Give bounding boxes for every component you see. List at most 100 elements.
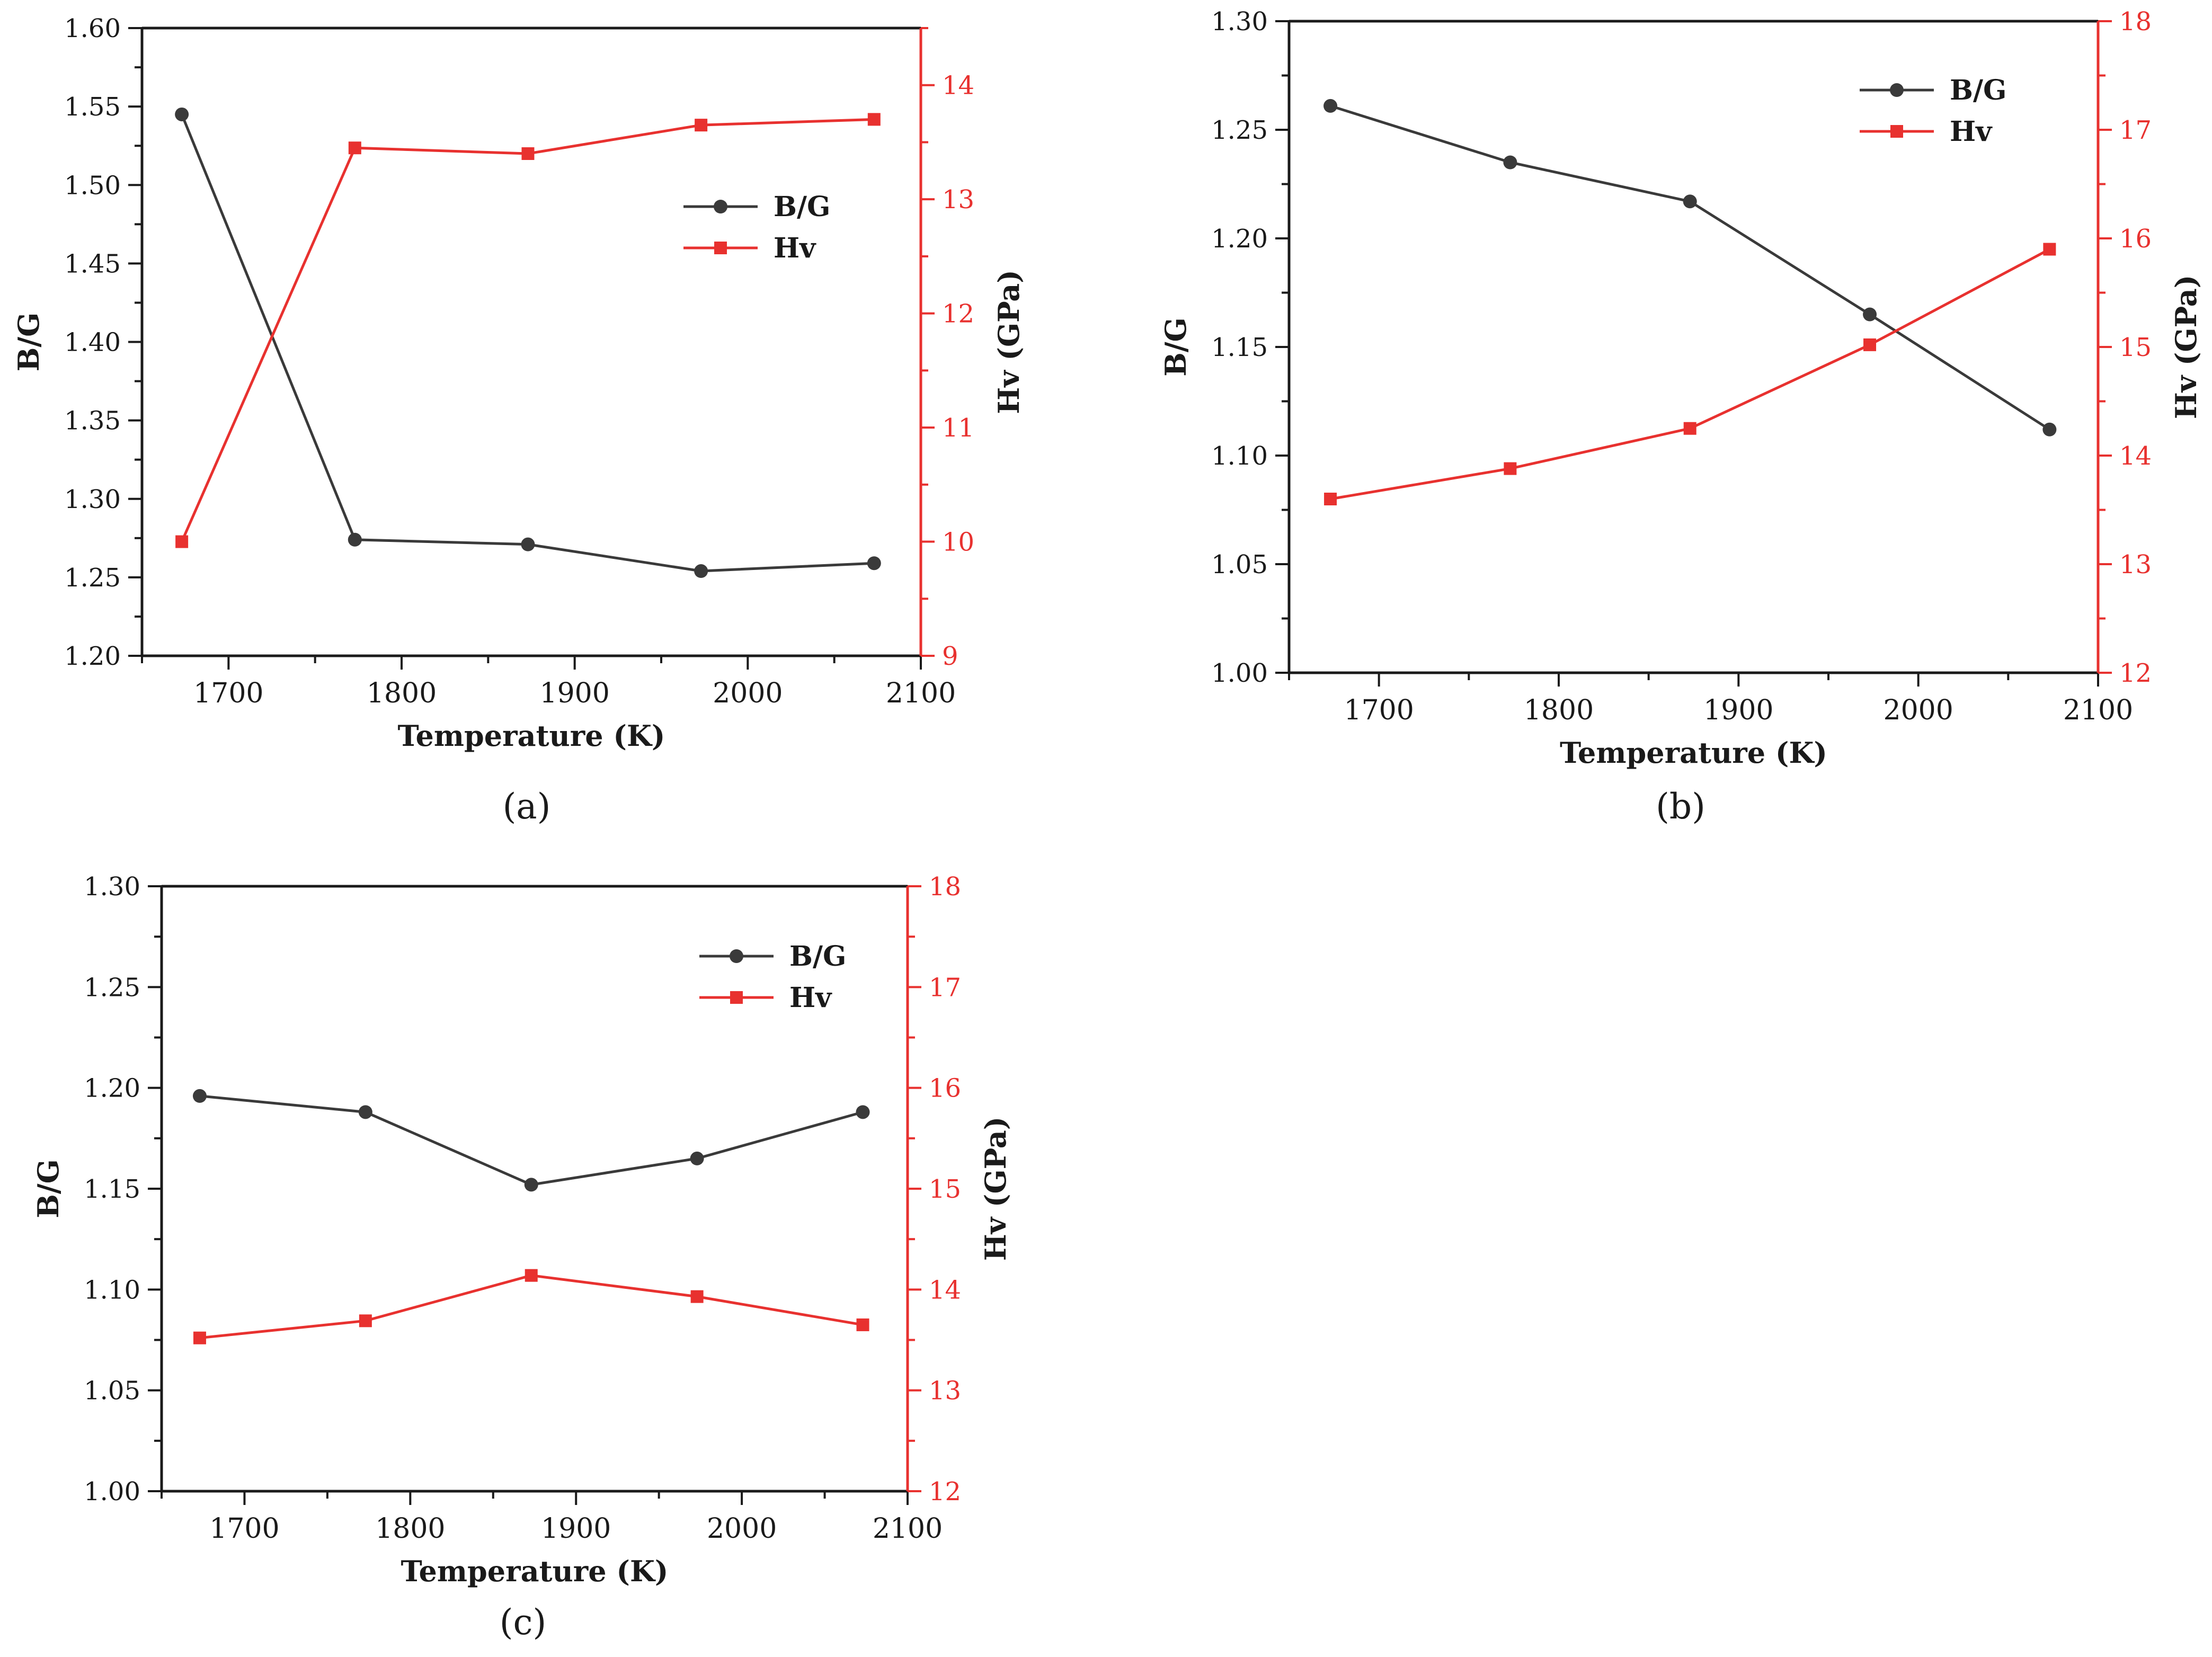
x-tick-label: 1800 (375, 1513, 445, 1545)
chart-panel-a: 1700 1800 1900 2000 2100 1.20 1.25 1.30 1.35 1.40… (12, 14, 1026, 827)
left-y-tick-label: 1.20 (84, 1074, 140, 1103)
left-y-tick-label: 1.25 (1211, 115, 1268, 145)
right-y-tick-label: 10 (942, 528, 974, 557)
left-y-tick-label: 1.00 (84, 1477, 140, 1507)
bg-data-point (521, 537, 535, 551)
hv-data-point (1324, 493, 1337, 505)
x-tick-label: 1800 (1524, 694, 1594, 726)
panel-caption: (b) (1656, 786, 1705, 827)
right-y-tick-label: 12 (942, 299, 974, 329)
left-y-tick-label: 1.30 (1211, 7, 1268, 37)
panel-caption: (a) (503, 786, 551, 827)
left-y-tick-label: 1.50 (64, 171, 121, 200)
bg-data-point (524, 1178, 538, 1192)
hv-data-point (348, 141, 361, 155)
right-y-tick-label: 13 (2119, 550, 2152, 580)
left-y-tick-label: 1.30 (64, 485, 121, 514)
x-axis-title: Temperature (K) (1560, 736, 1827, 770)
hv-data-point (867, 113, 881, 126)
bg-data-point (175, 107, 189, 121)
legend-marker-circle (714, 200, 727, 213)
bg-data-point (690, 1151, 704, 1165)
x-tick-label: 1900 (541, 1513, 611, 1545)
x-tick-label: 2100 (873, 1513, 943, 1545)
legend: B/G Hv (699, 940, 846, 1014)
left-y-tick-label: 1.35 (64, 406, 121, 436)
left-y-tick-label: 1.25 (84, 973, 140, 1002)
right-y-tick-label: 17 (929, 973, 961, 1002)
left-y-tick-label: 1.05 (84, 1376, 140, 1406)
right-y-tick-label: 14 (942, 71, 974, 101)
hv-data-point (856, 1318, 869, 1331)
bg-data-point (1323, 99, 1338, 113)
legend-marker-square (730, 991, 743, 1004)
hv-data-point (690, 1290, 704, 1303)
right-y-tick-label: 13 (942, 185, 974, 215)
hv-data-point (525, 1269, 538, 1282)
right-y-tick-label: 9 (942, 642, 958, 671)
right-y-tick-label: 11 (942, 413, 974, 443)
left-y-tick-label: 1.05 (1211, 550, 1268, 580)
left-y-axis-title: B/G (1159, 317, 1193, 376)
x-tick-label: 1800 (367, 678, 437, 709)
legend-label: Hv (789, 982, 832, 1014)
hv-data-point (1863, 338, 1877, 351)
legend-label: Hv (1950, 115, 1993, 148)
left-y-tick-label: 1.10 (1211, 441, 1268, 471)
x-tick-label: 1700 (193, 678, 263, 709)
x-tick-label: 2000 (713, 678, 783, 709)
right-y-tick-label: 16 (2119, 224, 2152, 254)
right-y-tick-label: 15 (2119, 333, 2152, 362)
x-tick-label: 2000 (1883, 694, 1953, 726)
legend-marker-square (1890, 125, 1903, 138)
bg-data-point (867, 556, 881, 571)
left-y-tick-label: 1.20 (1211, 224, 1268, 254)
right-y-tick-label: 12 (929, 1477, 961, 1507)
left-y-tick-label: 1.40 (64, 328, 121, 358)
hv-data-point (1683, 422, 1696, 435)
legend-label: Hv (774, 232, 816, 264)
x-tick-label: 2100 (886, 678, 956, 709)
bg-data-point (358, 1105, 372, 1119)
x-tick-label: 1900 (539, 678, 609, 709)
right-y-tick-label: 13 (929, 1376, 961, 1406)
chart-panel-b: 1700 1800 1900 2000 2100 1.00 1.05 1.10 1.15 1.20… (1159, 7, 2203, 827)
bg-data-point (348, 532, 362, 547)
legend: B/G Hv (683, 191, 830, 264)
right-y-tick-label: 14 (929, 1275, 961, 1305)
bg-data-point (694, 564, 708, 578)
bg-data-point (1503, 155, 1517, 170)
right-y-axis-title: Hv (GPa) (992, 270, 1026, 414)
right-y-tick-label: 14 (2119, 441, 2152, 471)
hv-data-point (175, 535, 189, 548)
left-y-tick-label: 1.55 (64, 92, 121, 122)
legend-marker-square (714, 242, 727, 254)
left-y-tick-label: 1.15 (84, 1174, 140, 1204)
left-y-tick-label: 1.10 (84, 1275, 140, 1305)
right-y-tick-label: 12 (2119, 658, 2152, 688)
left-y-tick-label: 1.60 (64, 14, 121, 43)
right-y-tick-label: 16 (929, 1074, 961, 1103)
left-y-tick-label: 1.45 (64, 249, 121, 279)
left-y-axis-title: B/G (12, 313, 46, 371)
legend-label: B/G (789, 940, 846, 973)
panel-caption: (c) (500, 1602, 546, 1643)
x-tick-label: 1700 (1344, 694, 1414, 726)
hv-data-point (695, 119, 708, 132)
bg-data-point (1863, 307, 1877, 322)
legend-label: B/G (774, 191, 830, 223)
legend: B/G Hv (1860, 74, 2006, 148)
x-tick-label: 1700 (209, 1513, 279, 1545)
legend-marker-circle (730, 949, 743, 963)
x-tick-label: 2000 (707, 1513, 777, 1545)
x-axis-title: Temperature (K) (401, 1554, 669, 1588)
right-y-tick-label: 18 (2119, 7, 2152, 37)
left-y-tick-label: 1.25 (64, 563, 121, 593)
left-y-tick-label: 1.00 (1211, 658, 1268, 688)
right-y-axis-title: Hv (GPa) (2169, 275, 2203, 420)
left-y-tick-label: 1.20 (64, 642, 121, 671)
hv-data-point (193, 1331, 206, 1344)
right-y-tick-label: 18 (929, 872, 961, 902)
